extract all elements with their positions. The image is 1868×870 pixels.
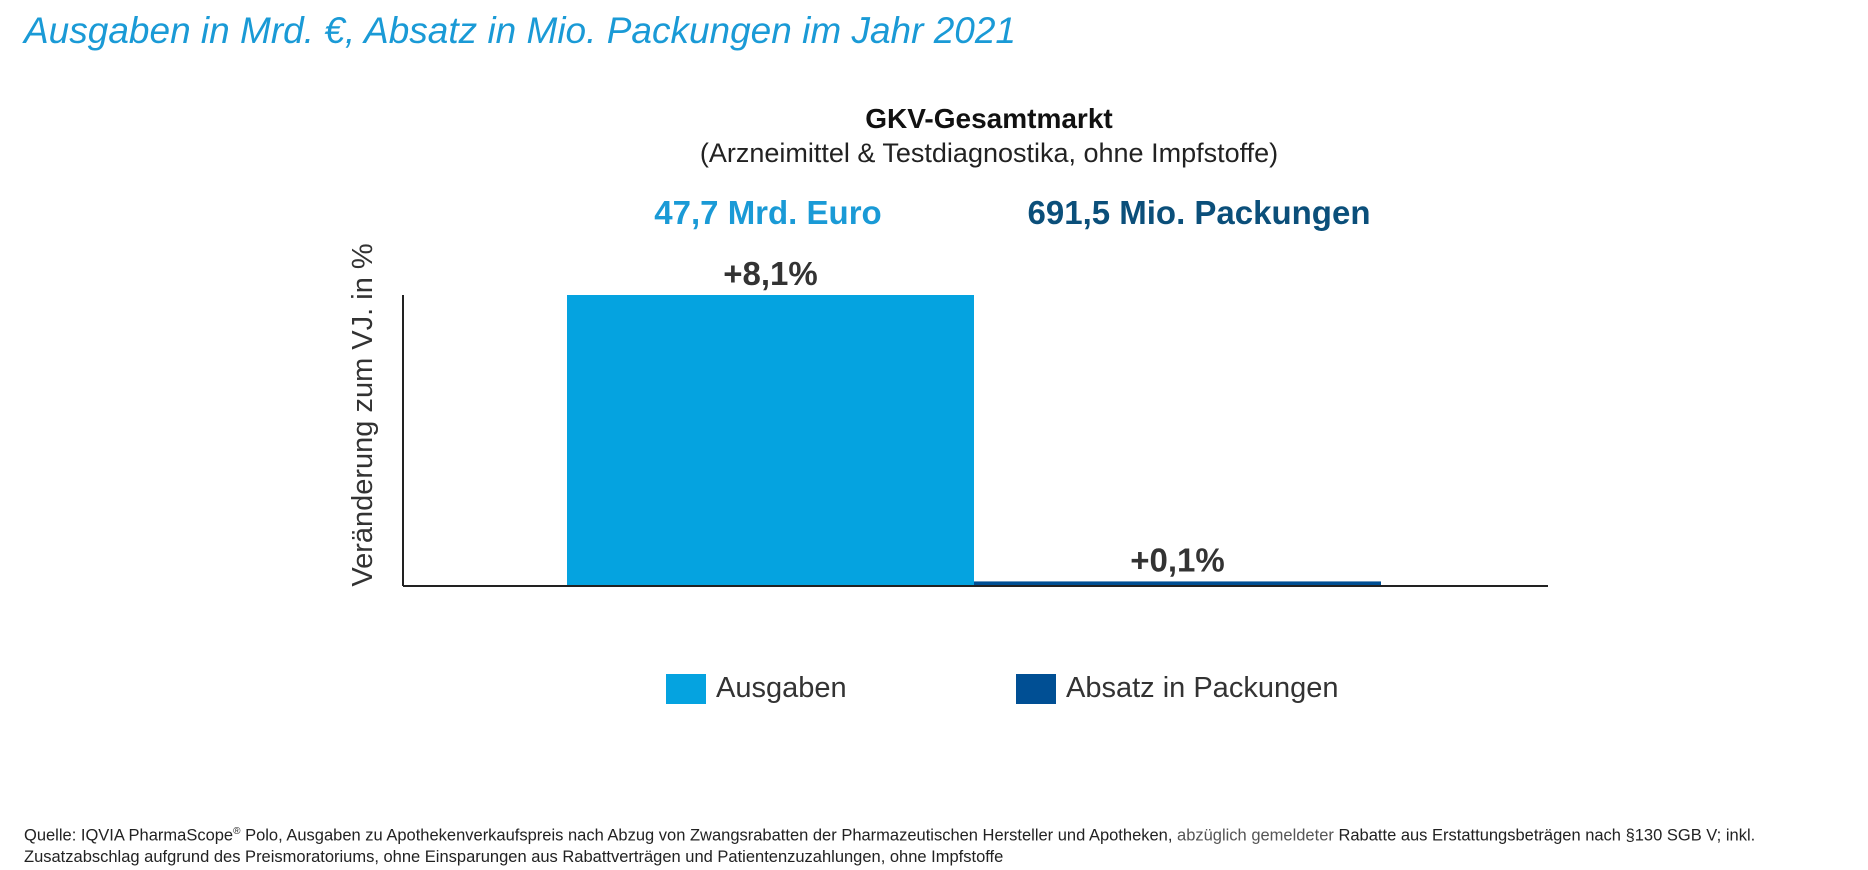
bar-ausgaben — [567, 295, 974, 585]
source-part-3: abzüglich gemeldeter — [1177, 826, 1334, 845]
registered-mark: ® — [233, 826, 241, 837]
kpi-absatz: 691,5 Mio. Packungen — [1027, 194, 1371, 231]
bar-absatz-in-packungen — [974, 581, 1381, 585]
source-part-1: Quelle: IQVIA PharmaScope — [24, 826, 234, 845]
bars-layer — [567, 295, 1381, 585]
legend-label-ausgaben: Ausgaben — [716, 672, 847, 704]
legend-swatch-absatz — [1016, 673, 1056, 704]
kpi-ausgaben: 47,7 Mrd. Euro — [654, 194, 882, 231]
legend-item-ausgaben: Ausgaben — [666, 672, 847, 705]
legend-label-absatz: Absatz in Packungen — [1066, 672, 1339, 704]
source-part-2: Polo, Ausgaben zu Apothekenverkaufspreis… — [240, 826, 1178, 845]
chart-legend: Ausgaben Absatz in Packungen — [0, 668, 1868, 708]
page-headline: Ausgaben in Mrd. €, Absatz in Mio. Packu… — [24, 10, 1017, 51]
source-part-4: Rabatte aus Erstattungsbeträgen nach §13… — [24, 826, 1756, 866]
chart-subtitle: (Arzneimittel & Testdiagnostika, ohne Im… — [699, 138, 1279, 168]
value-label-absatz-in-packungen: +0,1% — [1130, 541, 1225, 578]
source-footnote: Quelle: IQVIA PharmaScope® Polo, Ausgabe… — [24, 821, 1844, 868]
y-axis-label: Veränderung zum VJ. in % — [347, 243, 379, 586]
labels-layer: +8,1% +0,1% — [723, 255, 1225, 578]
chart-title: GKV-Gesamtmarkt — [865, 103, 1113, 134]
legend-swatch-ausgaben — [666, 673, 706, 704]
value-label-ausgaben: +8,1% — [723, 255, 818, 292]
legend-item-absatz: Absatz in Packungen — [1016, 672, 1338, 705]
